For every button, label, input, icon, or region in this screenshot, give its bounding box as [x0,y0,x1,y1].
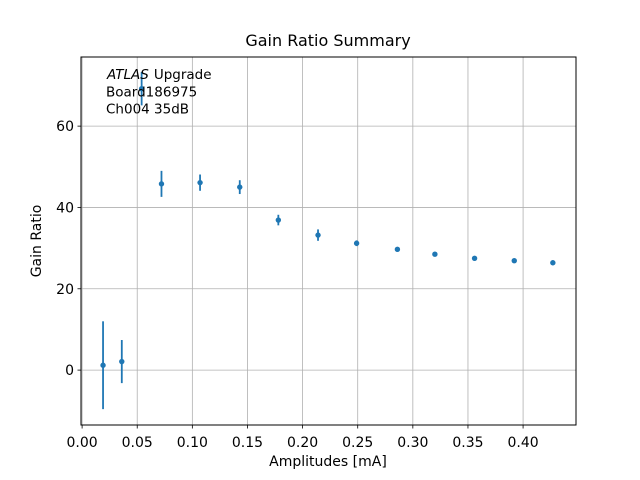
tick-layer [77,125,524,429]
y-axis-label: Gain Ratio [29,205,45,278]
y-tick-label: 0 [65,363,74,379]
data-point-marker [138,86,145,92]
x-tick-label: 0.35 [452,435,483,451]
data-series-layer [100,72,556,410]
tick-label-layer: 0.00 0.05 0.10 0.15 0.20 0.25 0.30 0.35 0.40 0 20 4… [56,119,538,451]
data-point-marker [353,240,360,246]
data-point-marker [432,251,438,257]
data-point-marker [100,362,106,368]
y-tick-label: 40 [56,200,74,216]
x-tick-label: 0.25 [342,435,373,451]
x-tick-label: 0.40 [507,435,538,451]
data-point-marker [158,181,165,187]
data-point-marker [315,232,321,238]
y-tick-label: 20 [56,282,74,298]
x-tick-label: 0.10 [177,435,208,451]
data-point-marker [275,217,282,223]
annotation-line-2: Board186975 [106,85,197,101]
y-tick-label: 60 [56,119,74,135]
x-tick-label: 0.00 [67,435,98,451]
data-point-marker [237,184,243,190]
data-point-marker [511,258,517,264]
x-tick-label: 0.15 [232,435,263,451]
annotation-line-3: Ch004 35dB [106,102,189,118]
annotation-experiment-name: ATLAS [106,67,149,83]
chart-title: Gain Ratio Summary [245,31,410,50]
data-point-marker [394,246,401,253]
data-point-marker [471,255,478,261]
annotation-upgrade-text: Upgrade [154,67,212,83]
data-point-marker [119,358,125,365]
x-axis-label: Amplitudes [mA] [269,454,387,470]
data-point-marker [197,179,203,186]
x-tick-label: 0.30 [397,435,428,451]
x-tick-label: 0.20 [287,435,318,451]
plot-border [80,56,577,426]
annotation-line-1: ATLAS Upgrade [106,67,212,83]
data-point-marker [550,260,556,266]
x-tick-label: 0.05 [122,435,153,451]
